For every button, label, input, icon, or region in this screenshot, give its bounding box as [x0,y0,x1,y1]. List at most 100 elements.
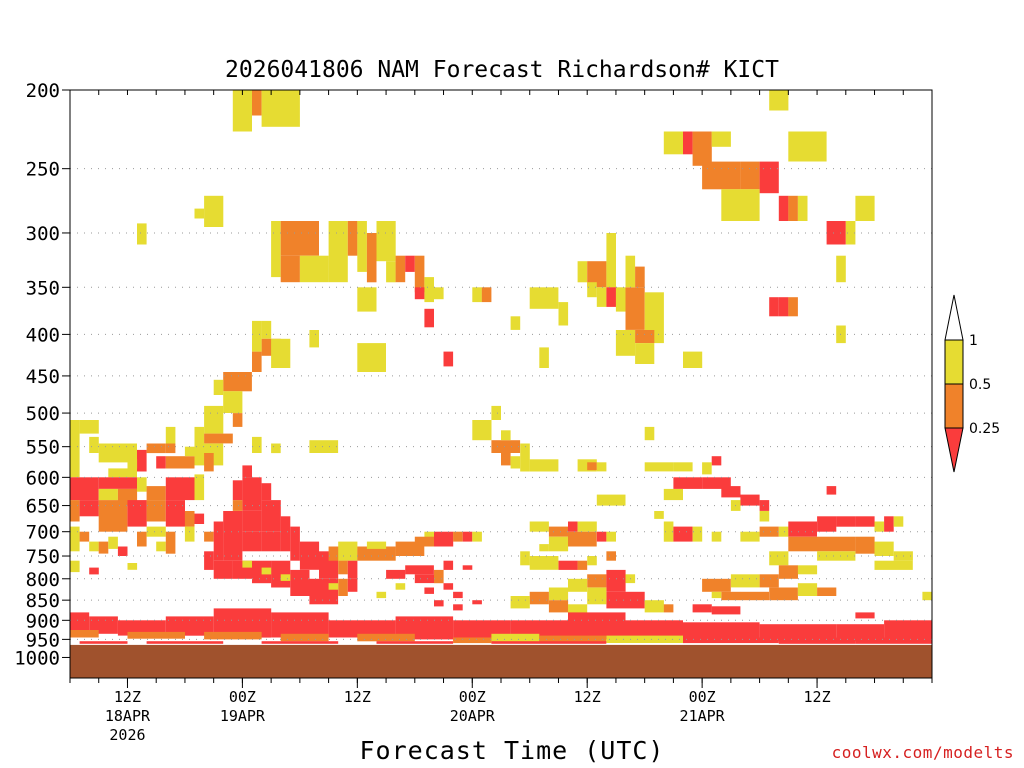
heatmap-cell [204,551,214,570]
heatmap-cell [70,420,80,478]
heatmap-cell [740,531,760,542]
heatmap-cell [548,587,569,601]
heatmap-cell [252,320,262,352]
heatmap-cell [711,606,741,615]
heatmap-cell [395,616,454,640]
y-tick-label: 500 [26,403,60,425]
heatmap-cell [596,287,607,307]
heatmap-cell [328,221,348,283]
legend-label: 1 [969,333,978,349]
x-tick-label: 19APR [220,707,266,725]
heatmap-cell [357,546,377,561]
x-tick-label: 18APR [105,707,151,725]
heatmap-cell [587,462,597,471]
heatmap-cell [769,587,798,601]
heatmap-cell [501,453,511,466]
heatmap-cell [357,287,377,312]
heatmap-cell [299,541,320,570]
heatmap-cell [414,255,425,293]
heatmap-cell [127,631,185,639]
heatmap-cell [817,516,837,532]
heatmap-cell [443,351,454,367]
heatmap-cell [357,221,367,272]
heatmap-cell [347,578,358,592]
heatmap-cell [884,620,932,640]
heatmap-cell [568,531,597,547]
y-tick-label: 550 [26,437,60,459]
heatmap-cells [70,90,932,644]
heatmap-cell [376,546,396,561]
heatmap-cell [280,633,329,642]
y-tick-label: 300 [26,223,60,245]
heatmap-cell [491,641,607,644]
heatmap-cell [635,343,655,364]
heatmap-cell [577,261,588,283]
heatmap-cell [539,347,549,368]
heatmap-cell [472,531,482,542]
heatmap-cell [539,635,607,643]
x-tick-label: 00Z [229,688,256,706]
heatmap-cell [347,221,358,256]
heatmap-cell [874,560,913,570]
heatmap-cell [587,261,607,288]
heatmap-cell [711,591,722,599]
heatmap-cell [70,500,80,522]
heatmap-cell [194,426,205,444]
legend-swatch [944,339,964,385]
heatmap-cell [280,255,300,283]
heatmap-cell [759,511,770,522]
y-tick-label: 850 [26,590,60,612]
heatmap-cell [184,446,195,457]
heatmap-cell [692,131,712,166]
x-tick-label: 12Z [574,688,601,706]
heatmap-cell [165,477,195,501]
heatmap-cell [280,516,291,552]
heatmap-cell [472,600,482,605]
heatmap-cell [290,569,310,596]
heatmap-cell [635,330,655,344]
heatmap-cell [232,500,243,511]
heatmap-cell [644,600,664,613]
heatmap-cell [89,567,99,575]
heatmap-cell [338,560,348,575]
heatmap-cell [759,161,779,194]
heatmap-cell [606,233,616,288]
heatmap-cell [194,208,205,219]
heatmap-cell [328,583,339,590]
heatmap-cell [309,440,339,453]
heatmap-cell [309,578,339,605]
y-tick-label: 250 [26,159,60,181]
y-tick-label: 350 [26,277,60,299]
heatmap-cell [137,449,147,472]
heatmap-cell [826,486,837,495]
heatmap-cell [606,551,616,561]
legend-label: 0.25 [969,421,1000,437]
heatmap-cell [165,531,176,554]
heatmap-cell [117,546,128,556]
heatmap-cell [587,556,597,566]
heatmap-cell [280,574,291,581]
heatmap-cell [759,526,779,537]
heatmap-cell [606,569,626,592]
heatmap-cell [146,486,166,501]
heatmap-cell [414,536,434,547]
y-tick-label: 800 [26,569,60,591]
heatmap-cell [759,574,779,588]
heatmap-cell [788,297,798,317]
y-axis: 200 250 300 350 400 450 500 550 600 650 7007508008… [14,80,70,669]
x-tick-label: 20APR [450,707,496,725]
heatmap-cell [137,477,147,492]
heatmap-cell [625,620,683,640]
heatmap-cell [740,591,770,601]
heatmap-cell [376,221,396,262]
heatmap-cell [836,624,885,642]
heatmap-cell [414,287,425,300]
heatmap-cell [548,526,569,537]
heatmap-cell [836,255,846,283]
heatmap-cell [702,462,712,475]
heatmap-cell [510,596,530,609]
heatmap-cell [730,574,760,588]
heatmap-cell [443,560,454,570]
heatmap-cell [271,560,291,588]
heatmap-cell [89,436,99,453]
